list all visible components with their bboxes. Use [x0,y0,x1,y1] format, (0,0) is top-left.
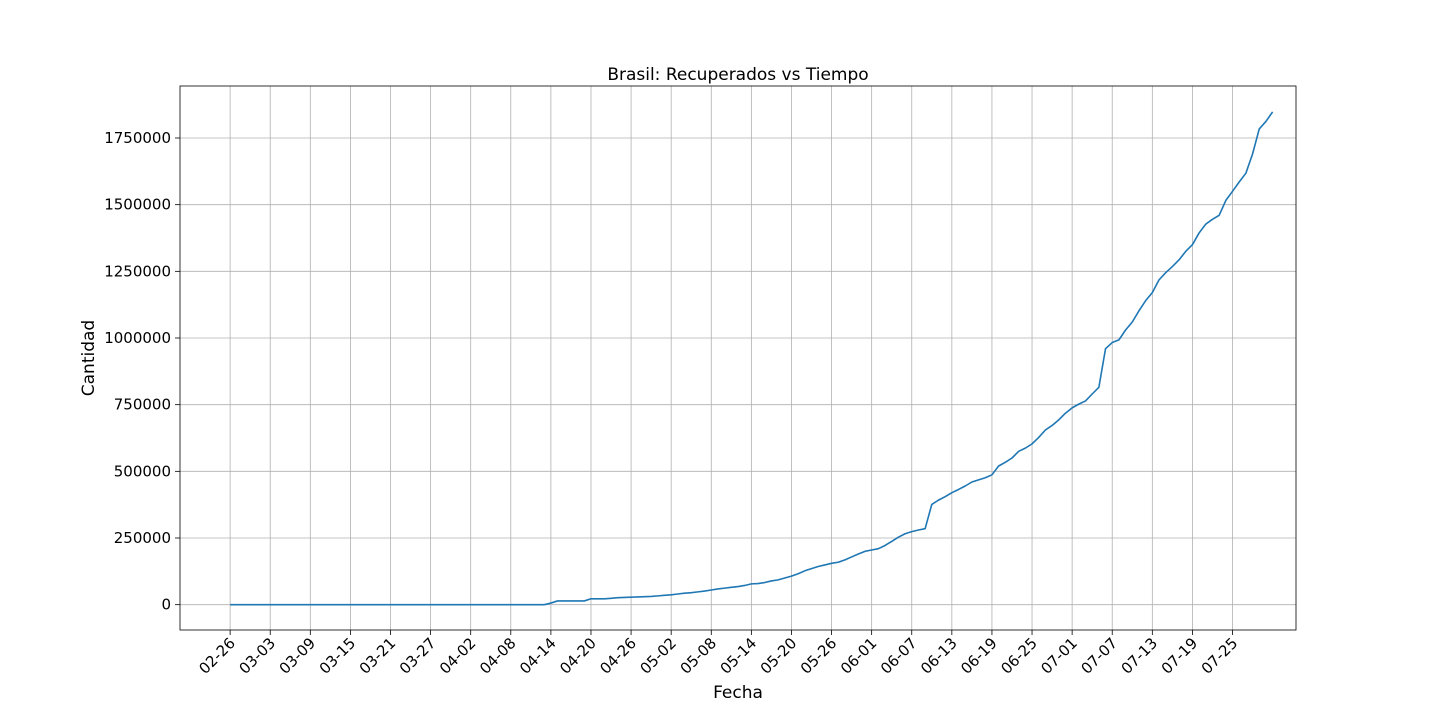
y-axis-label: Cantidad [79,320,99,396]
plot-frame [179,85,1297,631]
y-tick-label: 750000 [114,396,171,414]
y-tick-label: 1250000 [104,262,171,280]
y-tick-label: 500000 [114,462,171,480]
y-tick-label: 0 [161,596,171,614]
y-tick-label: 1750000 [104,129,171,147]
chart-title: Brasil: Recuperados vs Tiempo [607,65,868,85]
grid-layer [180,86,1296,630]
x-axis-label: Fecha [713,683,763,703]
y-tick-label: 1500000 [104,196,171,214]
y-tick-label: 250000 [114,529,171,547]
series-line-recuperados [230,111,1274,606]
y-tick-label: 1000000 [104,329,171,347]
series-layer [230,111,1274,606]
